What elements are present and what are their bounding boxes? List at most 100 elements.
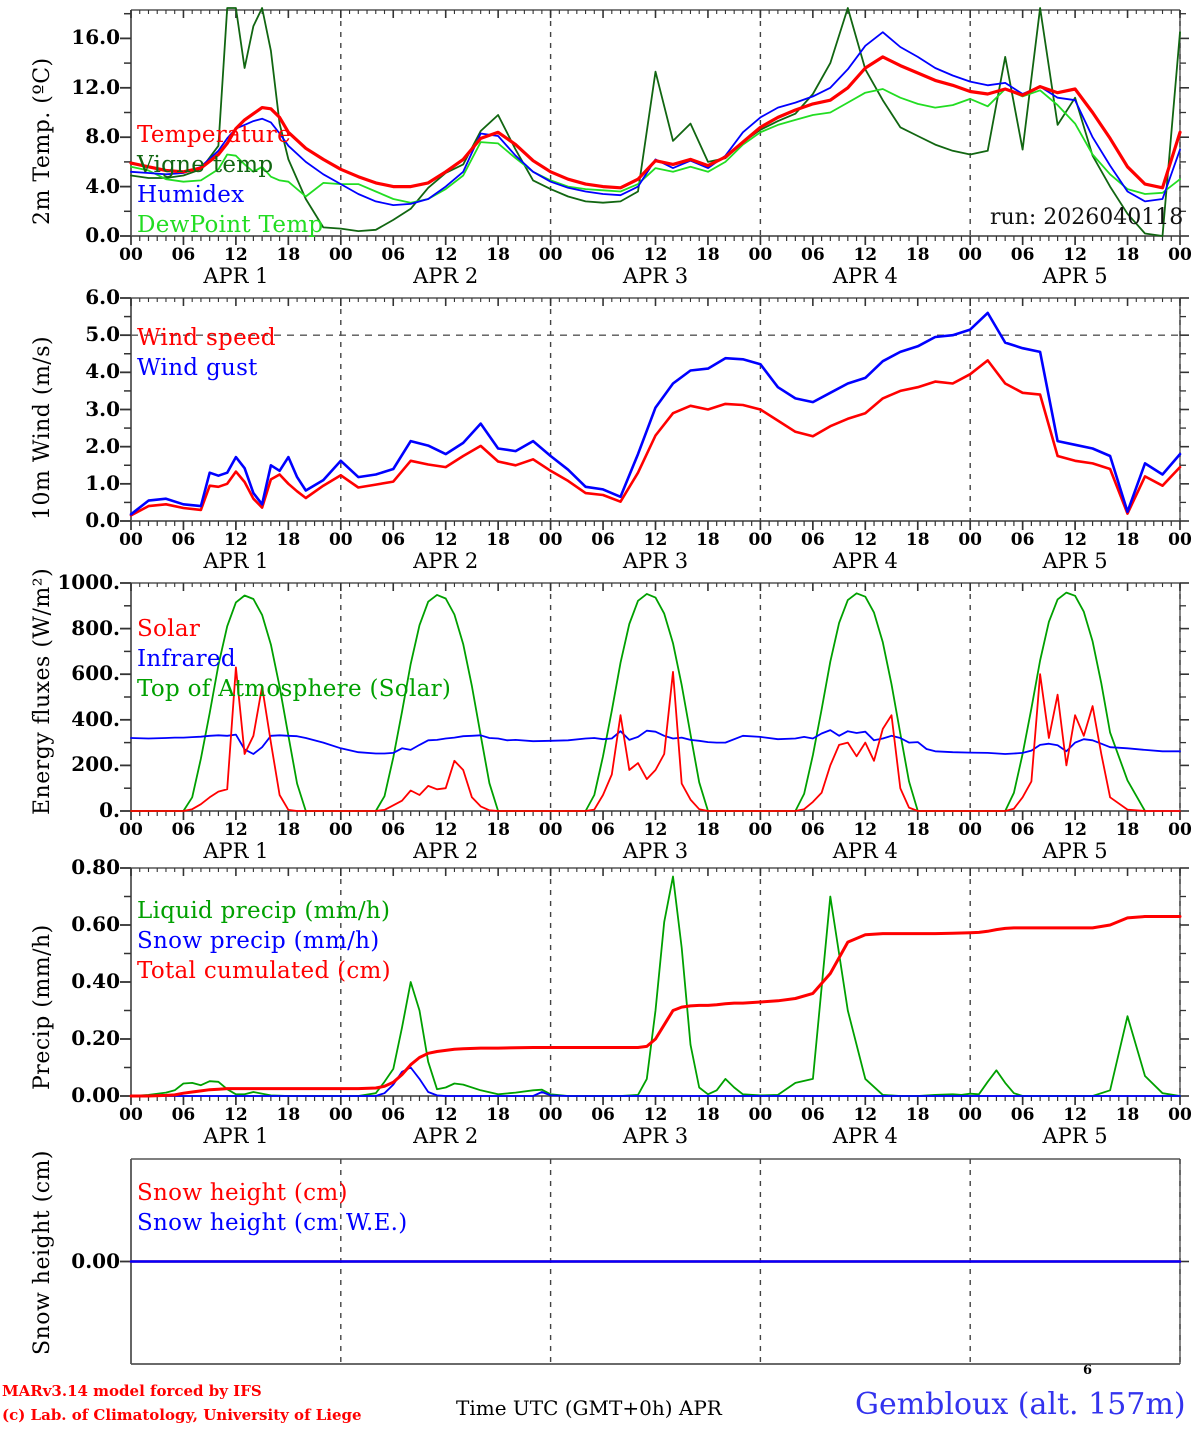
x-tick-label-energy-3: 18 <box>276 820 301 840</box>
x-day-label-precip-2: APR 3 <box>622 1124 689 1148</box>
y-tick-label-energy-2: 400. <box>71 706 120 731</box>
y-tick-label-precip-3: 0.60 <box>71 912 120 936</box>
x-tick-label-energy-14: 12 <box>853 820 878 840</box>
x-day-label-temperature-3: APR 4 <box>832 264 898 288</box>
x-tick-label-temperature-6: 12 <box>433 245 458 265</box>
legend-item-solar: Solar <box>137 616 201 642</box>
x-day-label-wind-2: APR 3 <box>622 549 689 573</box>
x-day-label-precip-4: APR 5 <box>1042 1124 1108 1148</box>
x-day-label-wind-3: APR 4 <box>832 549 898 573</box>
footer-model-credit-line1: MARv3.14 model forced by IFS <box>2 1382 262 1400</box>
x-tick-label-temperature-4: 00 <box>328 245 353 265</box>
x-tick-label-temperature-2: 12 <box>224 245 248 265</box>
series-line-wind-gust <box>129 311 1182 516</box>
y-tick-label-temperature-0: 0.0 <box>85 223 120 247</box>
footer-superscript-six: 6 <box>1083 1363 1093 1378</box>
x-tick-label-wind-0: 00 <box>119 530 143 550</box>
legend-item-vigne-temp: Vigne temp <box>137 152 274 178</box>
x-tick-label-precip-20: 00 <box>1168 1105 1192 1125</box>
legend-item-wind-speed: Wind speed <box>137 325 276 351</box>
x-day-label-temperature-4: APR 5 <box>1042 264 1108 288</box>
x-day-label-energy-3: APR 4 <box>832 839 898 863</box>
x-tick-label-wind-10: 12 <box>643 530 668 550</box>
x-tick-label-temperature-0: 00 <box>119 245 143 265</box>
x-tick-label-precip-3: 18 <box>276 1105 301 1125</box>
x-tick-label-energy-15: 18 <box>905 820 930 840</box>
y-tick-label-wind-2: 2.0 <box>85 433 120 458</box>
x-day-label-wind-0: APR 1 <box>203 549 269 573</box>
x-tick-label-temperature-14: 12 <box>853 245 878 265</box>
x-tick-label-precip-13: 06 <box>801 1105 825 1125</box>
y-tick-label-temperature-1: 4.0 <box>85 173 120 198</box>
x-tick-label-temperature-1: 06 <box>171 245 196 265</box>
y-tick-label-energy-1: 200. <box>71 752 120 777</box>
legend-item-top-of-atmosphere-solar: Top of Atmosphere (Solar) <box>137 676 452 702</box>
x-tick-label-wind-5: 06 <box>381 530 406 550</box>
x-tick-label-wind-11: 18 <box>696 530 720 550</box>
x-tick-label-precip-9: 06 <box>591 1105 615 1125</box>
x-tick-label-precip-16: 00 <box>958 1105 983 1125</box>
x-tick-label-precip-8: 00 <box>538 1105 563 1125</box>
x-tick-label-precip-17: 06 <box>1010 1105 1035 1125</box>
x-tick-label-energy-20: 00 <box>1168 820 1192 840</box>
x-tick-label-wind-20: 00 <box>1168 530 1192 550</box>
y-tick-label-precip-1: 0.20 <box>71 1026 120 1050</box>
x-day-label-temperature-2: APR 3 <box>622 264 689 288</box>
y-tick-label-wind-6: 6.0 <box>85 285 120 309</box>
x-tick-label-wind-18: 12 <box>1063 530 1087 550</box>
x-day-label-energy-0: APR 1 <box>203 839 269 863</box>
x-tick-label-wind-8: 00 <box>538 530 563 550</box>
x-tick-label-wind-2: 12 <box>224 530 248 550</box>
x-tick-label-temperature-3: 18 <box>276 245 301 265</box>
series-line-snow-precip-mm-h <box>130 1066 1181 1097</box>
series-line-humidex <box>130 31 1181 206</box>
x-tick-label-precip-1: 06 <box>171 1105 196 1125</box>
y-axis-label-energy: Energy fluxes (W/m²) <box>30 567 55 815</box>
legend-item-wind-gust: Wind gust <box>137 355 258 381</box>
x-tick-label-temperature-12: 00 <box>748 245 773 265</box>
y-tick-label-precip-2: 0.40 <box>71 969 120 993</box>
x-day-label-temperature-0: APR 1 <box>203 264 269 288</box>
x-tick-label-energy-8: 00 <box>538 820 563 840</box>
y-tick-label-precip-4: 0.80 <box>71 855 120 879</box>
y-axis-label-precip: Precip (mm/h) <box>30 924 55 1090</box>
x-tick-label-wind-15: 18 <box>905 530 930 550</box>
model-run-label: run: 2026040118 <box>990 205 1184 230</box>
y-tick-label-energy-0: 0. <box>99 798 120 822</box>
x-day-label-wind-4: APR 5 <box>1042 549 1108 573</box>
x-tick-label-precip-11: 18 <box>696 1105 720 1125</box>
x-tick-label-energy-10: 12 <box>643 820 668 840</box>
x-tick-label-energy-7: 18 <box>486 820 510 840</box>
x-tick-label-temperature-5: 06 <box>381 245 406 265</box>
x-tick-label-wind-12: 00 <box>748 530 773 550</box>
legend-item-total-cumulated-cm: Total cumulated (cm) <box>137 958 391 984</box>
legend-item-humidex: Humidex <box>137 182 245 208</box>
y-tick-label-temperature-3: 12.0 <box>71 74 120 99</box>
y-tick-label-energy-4: 800. <box>71 615 120 640</box>
y-tick-label-wind-4: 4.0 <box>85 359 120 384</box>
x-tick-label-precip-14: 12 <box>853 1105 878 1125</box>
y-tick-label-energy-3: 600. <box>71 661 120 686</box>
x-tick-label-wind-4: 00 <box>328 530 353 550</box>
x-tick-label-energy-12: 00 <box>748 820 773 840</box>
x-day-label-wind-1: APR 2 <box>413 549 479 573</box>
x-tick-label-temperature-11: 18 <box>696 245 720 265</box>
x-tick-label-energy-6: 12 <box>433 820 458 840</box>
legend-item-snow-precip-mm-h: Snow precip (mm/h) <box>137 928 380 954</box>
x-tick-label-energy-17: 06 <box>1010 820 1035 840</box>
x-tick-label-energy-18: 12 <box>1063 820 1087 840</box>
x-tick-label-wind-7: 18 <box>486 530 510 550</box>
x-tick-label-energy-13: 06 <box>801 820 825 840</box>
x-tick-label-temperature-20: 00 <box>1168 245 1192 265</box>
x-tick-label-temperature-10: 12 <box>643 245 668 265</box>
legend-item-snow-height-cm: Snow height (cm) <box>137 1180 348 1206</box>
x-tick-label-temperature-16: 00 <box>958 245 983 265</box>
x-tick-label-precip-19: 18 <box>1115 1105 1140 1125</box>
x-tick-label-energy-1: 06 <box>171 820 196 840</box>
x-tick-label-precip-7: 18 <box>486 1105 510 1125</box>
x-tick-label-energy-19: 18 <box>1115 820 1140 840</box>
x-tick-label-temperature-19: 18 <box>1115 245 1140 265</box>
x-tick-label-energy-9: 06 <box>591 820 615 840</box>
y-tick-label-precip-0: 0.00 <box>71 1083 120 1107</box>
x-tick-label-energy-4: 00 <box>328 820 353 840</box>
